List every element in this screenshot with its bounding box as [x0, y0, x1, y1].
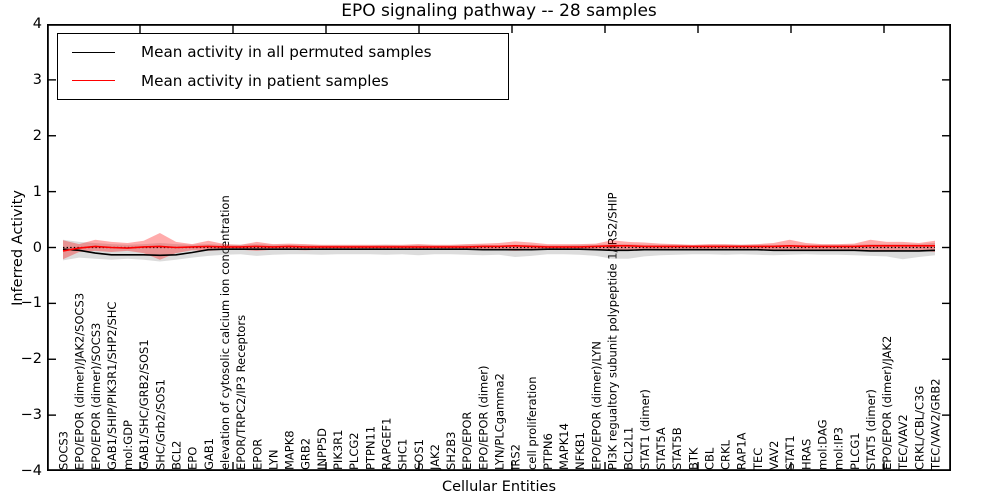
x-tick-label: CBL	[702, 447, 716, 470]
x-tick-label: SOS1	[412, 439, 426, 470]
x-tick-label: EPO/EPOR (dimer)/JAK2	[880, 336, 894, 470]
y-tick-label: −2	[20, 351, 42, 368]
x-tick-label: GRB2	[299, 438, 313, 470]
x-tick-label: CRKL/CBL/C3G	[912, 386, 926, 470]
chart-canvas: SOCS3 EPO/EPOR (dimer)/JAK2/SOCS3 EPO/EPOR…	[46, 23, 952, 472]
x-tick-label: PLCG2	[347, 432, 361, 470]
y-tick-label: −1	[20, 295, 42, 312]
x-tick-label: mol:DAG	[815, 419, 829, 470]
x-tick-label: STAT5A	[654, 427, 668, 470]
x-tick-label: mol:GDP	[121, 420, 135, 470]
x-tick-label: HRAS	[799, 439, 813, 470]
x-tick-label: PTPN11	[363, 426, 377, 470]
x-tick-label: NFKB1	[573, 432, 587, 470]
x-tick-label: EPO/EPOR (dimer)/JAK2/SOCS3	[73, 293, 87, 470]
chart-title: EPO signaling pathway -- 28 samples	[341, 1, 657, 21]
x-tick-label: INPP5D	[315, 428, 329, 470]
patient-mean-line	[62, 244, 935, 252]
x-tick-label: GAB1	[202, 438, 216, 470]
x-tick-label: TEC/VAV2	[896, 414, 910, 471]
x-tick-label: BCL2L1	[622, 427, 636, 470]
x-tick-label: PLCG1	[848, 432, 862, 470]
x-tick-label: SHC/Grb2/SOS1	[153, 379, 167, 470]
x-tick-label: STAT1 (dimer)	[638, 389, 652, 470]
x-tick-label: BCL2	[170, 441, 184, 470]
permuted-band	[63, 239, 935, 262]
x-tick-label: RAP1A	[735, 432, 749, 470]
x-tick-label: cell proliferation	[525, 376, 539, 470]
y-tick-label: 0	[32, 239, 42, 256]
x-tick-label: GAB1/SHC/GRB2/SOS1	[137, 339, 151, 470]
x-tick-label: EPO/EPOR	[460, 412, 474, 470]
legend-label-permuted: Mean activity in all permuted samples	[141, 43, 432, 62]
legend-row-permuted: Mean activity in all permuted samples	[58, 39, 508, 65]
x-tick-label: EPO/EPOR (dimer)/LYN	[589, 341, 603, 470]
x-tick-label: BTK	[686, 447, 700, 470]
x-tick-label: PTPN6	[541, 433, 555, 470]
y-tick-label: −4	[20, 463, 42, 479]
permuted-mean-line	[62, 248, 936, 257]
x-tick-label: EPOR/TRPC2/IP3 Receptors	[234, 315, 248, 470]
x-tick-label: MAPK14	[557, 423, 571, 470]
x-tick-label: GAB1/SHIP/PIK3R1/SHP2/SHC	[105, 302, 119, 470]
x-tick-label: IRS2	[509, 444, 523, 470]
legend-label-patient: Mean activity in patient samples	[141, 71, 389, 90]
x-tick-label: STAT5 (dimer)	[864, 389, 878, 470]
legend-row-patient: Mean activity in patient samples	[58, 68, 508, 94]
x-tick-label: JAK2	[428, 444, 442, 471]
x-tick-label: STAT5B	[670, 427, 684, 470]
y-tick-label: 1	[32, 183, 42, 200]
y-tick-label: 2	[32, 127, 42, 144]
x-tick-label: EPO/EPOR (dimer)/SOCS3	[89, 323, 103, 470]
x-tick-label: EPO/EPOR (dimer)	[476, 366, 490, 470]
x-tick-label: EPO	[186, 447, 200, 470]
x-tick-label: MAPK8	[283, 430, 297, 470]
y-tick-label: 3	[32, 71, 42, 88]
x-tick-label: CRKL	[719, 439, 733, 470]
y-tick-label: −3	[20, 407, 42, 424]
x-axis-title: Cellular Entities	[441, 479, 557, 495]
x-tick-label: STAT1	[783, 435, 797, 470]
x-tick-label: PIK3R1	[331, 430, 345, 471]
x-tick-label: mol:IP3	[832, 427, 846, 470]
x-tick-label: SH2B3	[444, 432, 458, 470]
y-tick-label: 4	[32, 16, 42, 32]
x-tick-label: TEC	[751, 448, 765, 471]
axes-spines	[46, 23, 952, 472]
x-tick-label: LYN	[266, 449, 280, 470]
legend-line-permuted-icon	[72, 51, 115, 53]
x-tick-label: elevation of cytosolic calcium ion conce…	[218, 195, 232, 470]
x-tick-label: RAPGEF1	[379, 418, 393, 470]
x-tick-label: VAV2	[767, 441, 781, 470]
legend-box: Mean activity in all permuted samples Me…	[57, 33, 509, 100]
x-tick-label: SHC1	[396, 439, 410, 470]
x-tick-label: PI3K regualtory subunit polypeptide 1/IR…	[606, 192, 620, 470]
x-tick-label: EPOR	[250, 439, 264, 470]
x-tick-label: SOCS3	[57, 431, 71, 470]
x-tick-label: TEC/VAV2/GRB2	[929, 378, 943, 471]
x-tick-label: LYN/PLCgamma2	[493, 373, 507, 470]
plot-area: SOCS3 EPO/EPOR (dimer)/JAK2/SOCS3 EPO/EPOR…	[46, 23, 952, 472]
legend-line-patient-icon	[72, 80, 115, 82]
